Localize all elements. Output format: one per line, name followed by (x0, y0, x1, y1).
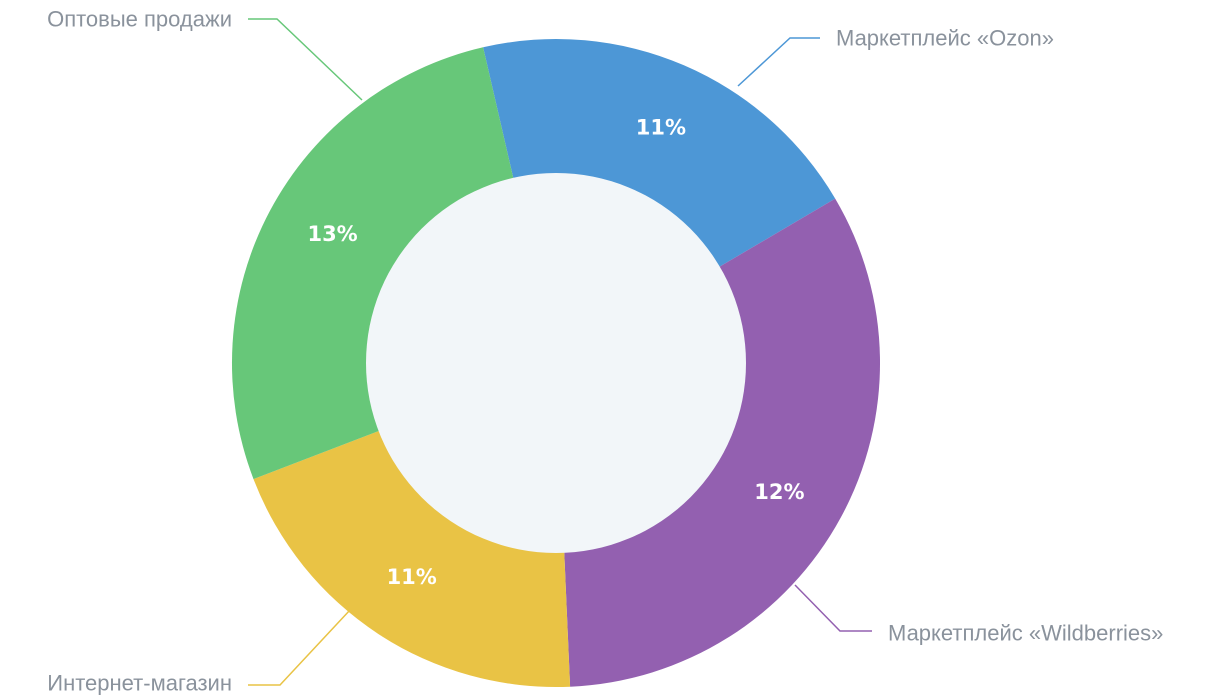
leader-line-wholesale (248, 18, 363, 101)
leader-line-wildberries (794, 584, 872, 632)
slice-label-ozon: 11% (636, 115, 686, 139)
slice-label-wholesale: 13% (307, 222, 357, 246)
leader-labels: Маркетплейс «Ozon» Маркетплейс «Wildberri… (47, 7, 1163, 696)
legend-label-wildberries: Маркетплейс «Wildberries» (888, 621, 1163, 646)
leader-line-internet-shop (248, 609, 351, 686)
slice-label-wildberries: 12% (754, 480, 804, 504)
donut-hole (366, 173, 746, 553)
legend-label-internet-shop: Интернет-магазин (47, 671, 232, 696)
legend-label-wholesale: Оптовые продажи (47, 7, 232, 32)
slice-labels: 11% 12% 11% 13% (307, 115, 804, 589)
slice-label-internet-shop: 11% (387, 565, 437, 589)
legend-label-ozon: Маркетплейс «Ozon» (836, 26, 1054, 51)
leader-line-ozon (737, 37, 820, 87)
